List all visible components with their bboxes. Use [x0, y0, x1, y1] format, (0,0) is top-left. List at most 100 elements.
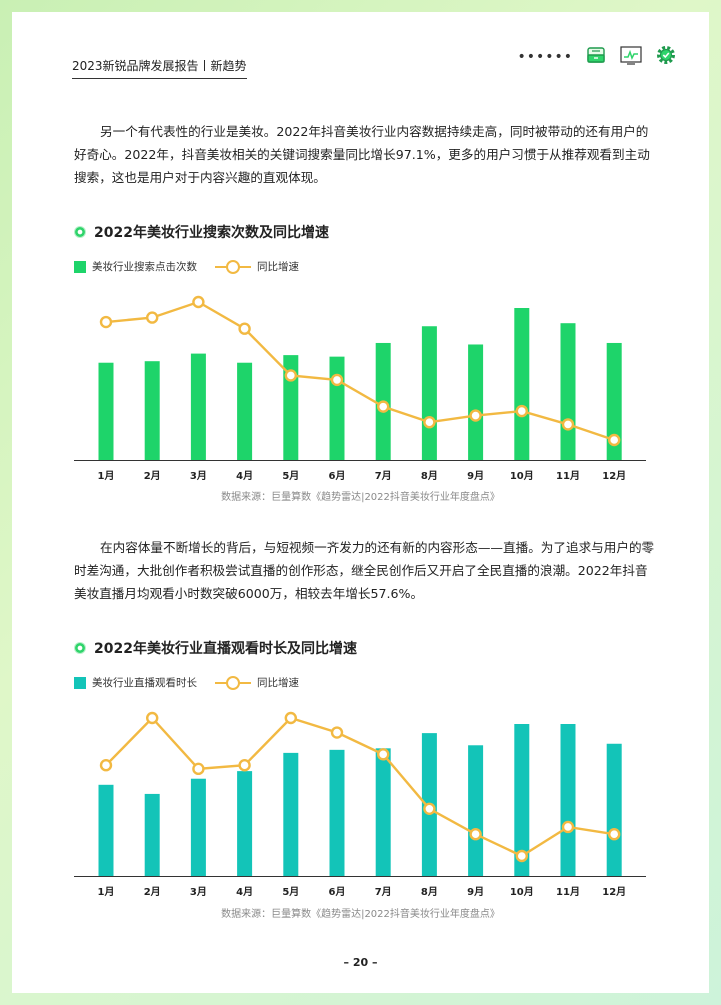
- line-point: [99, 315, 113, 329]
- bar: [375, 748, 391, 876]
- x-tick-label: 6月: [329, 886, 346, 898]
- x-tick-label: 1月: [98, 886, 115, 898]
- chart2-legend: 美妆行业直播观看时长 同比增速: [74, 675, 299, 690]
- bar: [98, 784, 114, 876]
- bar: [468, 745, 484, 876]
- line-point: [145, 311, 159, 324]
- x-tick-label: 3月: [190, 470, 207, 482]
- chart1-source: 数据来源：巨量算数《趋势雷达|2022抖音美妆行业年度盘点》: [221, 492, 500, 503]
- line-point: [330, 373, 344, 387]
- line-point: [238, 759, 251, 772]
- bar: [237, 771, 253, 876]
- legend-bar-swatch: [74, 676, 86, 689]
- bar: [468, 344, 484, 460]
- x-tick-label: 12月: [602, 470, 626, 482]
- line-point: [561, 820, 575, 834]
- section1-title-text: 2022年美妆行业搜索次数及同比增速: [94, 225, 329, 241]
- livestream-paragraph: 在内容体量不断增长的背后，与短视频一齐发力的还有新的内容形态——直播。为了追求与…: [74, 540, 655, 601]
- x-tick-label: 10月: [510, 886, 534, 898]
- intro-paragraph: 另一个有代表性的行业是美妆。2022年抖音美妆行业内容数据持续走高，同时被带动的…: [74, 124, 650, 185]
- bar: [190, 353, 206, 460]
- x-tick-label: 8月: [421, 886, 438, 898]
- legend-line-label: 同比增速: [257, 261, 299, 273]
- x-tick-label: 9月: [467, 470, 484, 482]
- line-point: [561, 418, 575, 431]
- line-point: [515, 404, 528, 418]
- livestream-hours-chart: 1月 2月 3月 4月 5月 6月 7月 8月 9月 10月 11月 12月: [74, 711, 646, 898]
- inbox-tray-icon[interactable]: [585, 44, 607, 70]
- bar: [283, 355, 299, 460]
- line-point: [515, 849, 528, 863]
- bar: [560, 724, 576, 876]
- bar: [190, 778, 206, 876]
- section-bullet-icon: [74, 226, 86, 238]
- x-tick-label: 4月: [236, 470, 253, 482]
- growth-line: [105, 716, 615, 858]
- line-point: [423, 802, 436, 815]
- x-tick-label: 3月: [190, 886, 207, 898]
- x-tick-label: 12月: [602, 886, 626, 898]
- section2-title-text: 2022年美妆行业直播观看时长及同比增速: [94, 641, 357, 657]
- page-number: – 20 –: [343, 956, 378, 969]
- x-tick-label: 10月: [510, 470, 534, 482]
- report-header-title: 2023新锐品牌发展报告丨新趋势: [72, 57, 247, 79]
- gear-icon[interactable]: [655, 44, 677, 70]
- x-tick-label: 4月: [236, 886, 253, 898]
- chart2-source: 数据来源：巨量算数《趋势雷达|2022抖音美妆行业年度盘点》: [221, 909, 500, 920]
- chart1-legend: 美妆行业搜索点击次数 同比增速: [74, 259, 299, 274]
- line-point: [192, 295, 205, 309]
- x-tick-label: 2月: [144, 886, 161, 898]
- line-point: [330, 726, 344, 739]
- section-bullet-icon: [74, 642, 86, 654]
- x-tick-label: 5月: [282, 470, 299, 482]
- section2-title: 2022年美妆行业直播观看时长及同比增速: [74, 638, 357, 658]
- bar: [421, 326, 437, 460]
- x-tick-label: 7月: [375, 886, 392, 898]
- x-tick-label: 11月: [556, 470, 580, 482]
- bar: [514, 724, 530, 876]
- header-toolbar: ••••••: [517, 44, 677, 70]
- line-point: [284, 369, 297, 382]
- x-tick-label: 8月: [421, 470, 438, 482]
- legend-line-swatch: [215, 259, 251, 274]
- line-point: [192, 762, 205, 776]
- line-point: [377, 748, 390, 761]
- report-page: 2023新锐品牌发展报告丨新趋势 ••••••: [12, 12, 709, 993]
- bar: [606, 342, 622, 460]
- bar: [237, 362, 253, 460]
- x-tick-label: 9月: [467, 886, 484, 898]
- line-point: [469, 409, 482, 422]
- legend-line-label: 同比增速: [257, 677, 299, 689]
- line-point: [145, 711, 159, 725]
- bar: [144, 361, 160, 460]
- trend-monitor-icon[interactable]: [619, 44, 643, 70]
- line-point: [99, 759, 113, 772]
- legend-line-swatch: [215, 675, 251, 690]
- line-point: [608, 433, 621, 447]
- x-tick-label: 2月: [144, 470, 161, 482]
- section1-title: 2022年美妆行业搜索次数及同比增速: [74, 222, 329, 242]
- bar: [283, 752, 299, 876]
- x-tick-label: 1月: [98, 470, 115, 482]
- legend-bar-label: 美妆行业直播观看时长: [92, 677, 197, 689]
- bar: [329, 356, 345, 460]
- x-tick-label: 7月: [375, 470, 392, 482]
- line-point: [377, 400, 390, 413]
- bar: [606, 743, 622, 876]
- x-tick-label: 6月: [329, 470, 346, 482]
- bar: [98, 362, 114, 460]
- bar: [144, 793, 160, 876]
- line-point: [608, 828, 621, 841]
- line-point: [284, 711, 297, 725]
- search-clicks-chart: 1月 2月 3月 4月 5月 6月 7月 8月 9月 10月 11月 12月: [74, 295, 646, 482]
- dots-icon: ••••••: [517, 49, 573, 65]
- x-tick-label: 5月: [282, 886, 299, 898]
- line-point: [238, 322, 251, 335]
- bar: [329, 749, 345, 876]
- bar: [514, 308, 530, 460]
- legend-bar-swatch: [74, 260, 86, 273]
- bar: [560, 323, 576, 460]
- legend-bar-label: 美妆行业搜索点击次数: [92, 261, 197, 273]
- line-point: [469, 828, 482, 841]
- line-point: [423, 415, 436, 429]
